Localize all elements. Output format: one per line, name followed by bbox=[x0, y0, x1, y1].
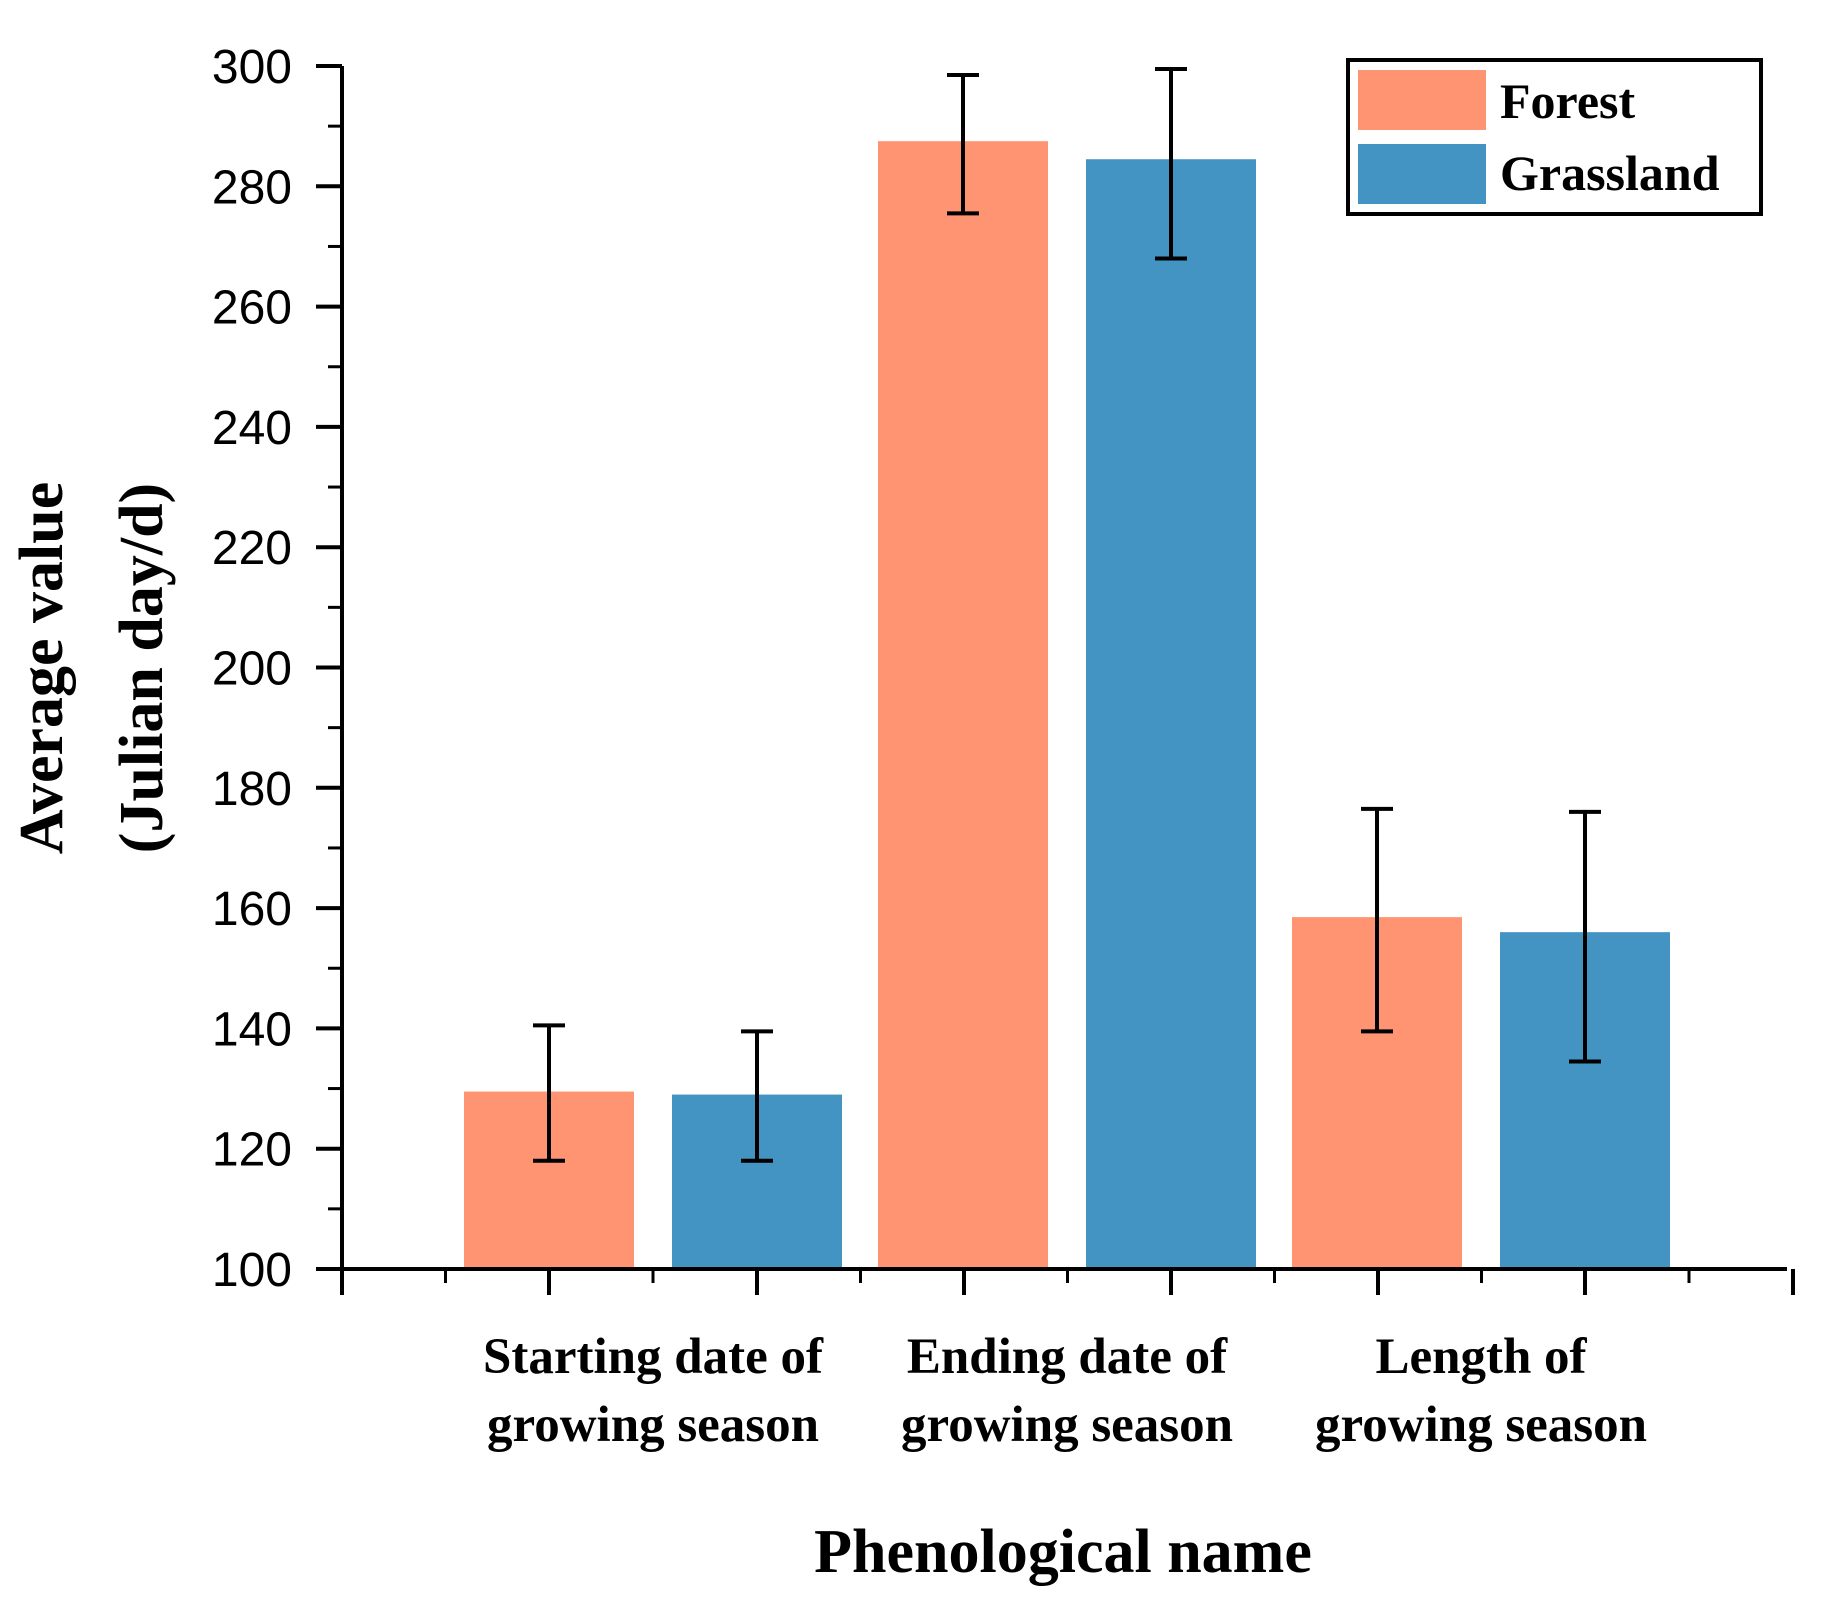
y-tick-label: 240 bbox=[212, 402, 292, 455]
error-bars-group bbox=[533, 67, 1601, 1163]
y-ticks-group: 100 120 140 160 180 200 220 240 260 280 300 bbox=[212, 41, 342, 1297]
y-tick-label: 160 bbox=[212, 883, 292, 936]
y-axis-title-line-1: Average value bbox=[8, 482, 76, 854]
y-tick-label: 200 bbox=[212, 643, 292, 696]
category-labels-group: Starting date of growing season Ending dat… bbox=[483, 1329, 1647, 1453]
y-tick-label: 100 bbox=[212, 1244, 292, 1297]
bar-grassland-1 bbox=[1086, 159, 1256, 1269]
y-tick-label: 260 bbox=[212, 282, 292, 335]
y-tick-label: 280 bbox=[212, 161, 292, 214]
x-ticks-group bbox=[340, 1269, 1795, 1295]
y-tick-label: 140 bbox=[212, 1003, 292, 1056]
category-label-0-line-1: growing season bbox=[487, 1397, 819, 1453]
y-tick-label: 300 bbox=[212, 41, 292, 94]
category-label-1-line-0: Ending date of bbox=[907, 1329, 1228, 1385]
x-axis-title: Phenological name bbox=[814, 1518, 1312, 1586]
y-axis-title: Average value (Julian day/d) bbox=[8, 482, 176, 854]
bar-forest-1 bbox=[878, 141, 1048, 1269]
legend: Forest Grassland bbox=[1346, 58, 1763, 216]
legend-label-forest: Forest bbox=[1500, 73, 1635, 129]
y-tick-label: 180 bbox=[212, 763, 292, 816]
category-label-2-line-0: Length of bbox=[1375, 1329, 1587, 1385]
legend-label-grassland: Grassland bbox=[1500, 145, 1720, 201]
category-label-1-line-1: growing season bbox=[901, 1397, 1233, 1453]
bars-group bbox=[464, 141, 1670, 1269]
y-axis-title-line-2: (Julian day/d) bbox=[108, 483, 176, 853]
y-tick-label: 220 bbox=[212, 522, 292, 575]
category-label-2-line-1: growing season bbox=[1315, 1397, 1647, 1453]
legend-swatch-grassland bbox=[1358, 144, 1486, 204]
legend-swatch-forest bbox=[1358, 70, 1486, 130]
category-label-0-line-0: Starting date of bbox=[483, 1329, 824, 1385]
y-tick-label: 120 bbox=[212, 1124, 292, 1177]
